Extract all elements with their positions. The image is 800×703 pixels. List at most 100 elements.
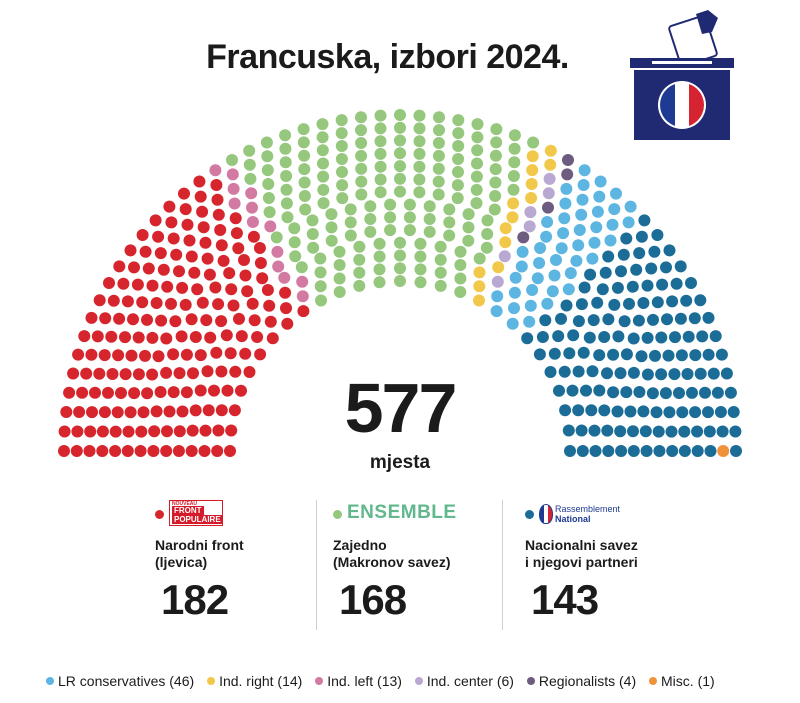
seat-ensemble [314,266,327,279]
seat-rn [678,445,691,457]
seat-rn [662,349,675,362]
seat-ensemble [307,241,320,254]
seat-rn [640,445,653,457]
seat-nfp [113,260,126,273]
seat-ensemble [355,162,368,175]
seat-ensemble [403,211,416,224]
seat-ensemble [335,127,348,140]
seat-rn [587,314,600,327]
seat-rn [593,349,606,362]
seat-nfp [233,312,245,325]
seat-lr [524,299,537,312]
seat-nfp [141,313,153,326]
seat-ind_right [506,211,519,224]
seat-ensemble [355,111,367,124]
seat-ensemble [432,162,445,175]
seat-nfp [96,425,109,438]
seat-nfp [172,445,185,457]
seat-nfp [167,232,180,245]
seat-nfp [173,425,186,438]
seat-rn [703,425,716,438]
seat-rn [649,349,661,362]
seat-rn [635,350,648,363]
seat-nfp [196,205,209,218]
seat-ensemble [490,136,503,149]
seat-nfp [186,424,199,437]
seat-rn [585,404,598,417]
seat-ensemble [295,261,308,274]
seat-nfp [107,294,120,307]
seat-ensemble [443,229,456,242]
seat-rn [666,295,679,308]
seat-rn [575,298,588,311]
seat-nfp [297,305,310,318]
seat-ensemble [462,208,475,221]
seat-nfp [217,254,230,267]
seat-ensemble [262,178,275,190]
seat-nfp [235,384,247,397]
seat-ensemble [364,213,377,225]
seat-nfp [248,314,261,327]
seat-rn [669,331,681,344]
seat-ensemble [489,176,502,189]
seat-nfp [146,279,159,292]
seat-ensemble [489,190,502,202]
seat-nfp [229,212,242,225]
seat-nfp [180,348,193,361]
seat-ensemble [394,121,406,134]
seat-rn [661,313,673,326]
seat-nfp [85,311,98,324]
seat-nfp [58,445,70,457]
seat-ensemble [454,245,467,258]
seat-nfp [187,367,199,380]
legend: LR conservatives (46) Ind. right (14) In… [46,673,724,689]
seat-nfp [210,346,223,359]
seat-ensemble [413,109,426,122]
seat-nfp [189,331,202,343]
seat-ensemble [432,175,445,188]
seat-ensemble [373,276,386,289]
seat-rn [584,268,597,281]
seat-lr [555,242,568,255]
seat-ensemble [452,114,465,127]
seat-nfp [136,229,149,241]
seat-nfp [132,331,145,344]
seat-ind_left [264,220,277,233]
seat-nfp [67,367,80,380]
seat-nfp [103,277,115,289]
seat-rn [555,312,567,325]
seat-ensemble [470,183,483,196]
seat-rn [572,404,585,417]
seat-ind_left [226,168,239,181]
seat-rn [612,330,625,343]
seat-nfp [119,368,132,381]
seat-ensemble [452,127,465,140]
seat-ind_left [272,260,285,273]
seat-ensemble [280,197,293,210]
seat-lr [516,245,529,258]
seat-ensemble [336,166,348,178]
seat-nfp [230,227,243,240]
seat-nfp [173,265,185,278]
seat-ind_right [473,280,486,293]
seat-nfp [86,406,98,419]
chart-title: Francuska, izbori 2024. [206,38,569,76]
seat-rn [696,330,709,343]
seat-ind_center [524,206,537,219]
seat-nfp [84,425,97,438]
seat-lr [548,269,561,282]
legend-dot [207,677,216,685]
seat-ind_right [499,222,512,235]
seat-ensemble [335,153,348,165]
seat-nfp [154,247,167,260]
legend-dot [414,677,423,685]
seat-ensemble [335,140,348,152]
seat-ensemble [434,240,447,253]
seat-ind_right [544,158,557,171]
seat-nfp [189,404,202,417]
bloc-divider [316,500,317,630]
seat-ensemble [289,250,302,263]
seat-rn [676,406,689,419]
seat-nfp [208,384,220,397]
seat-rn [709,330,722,343]
